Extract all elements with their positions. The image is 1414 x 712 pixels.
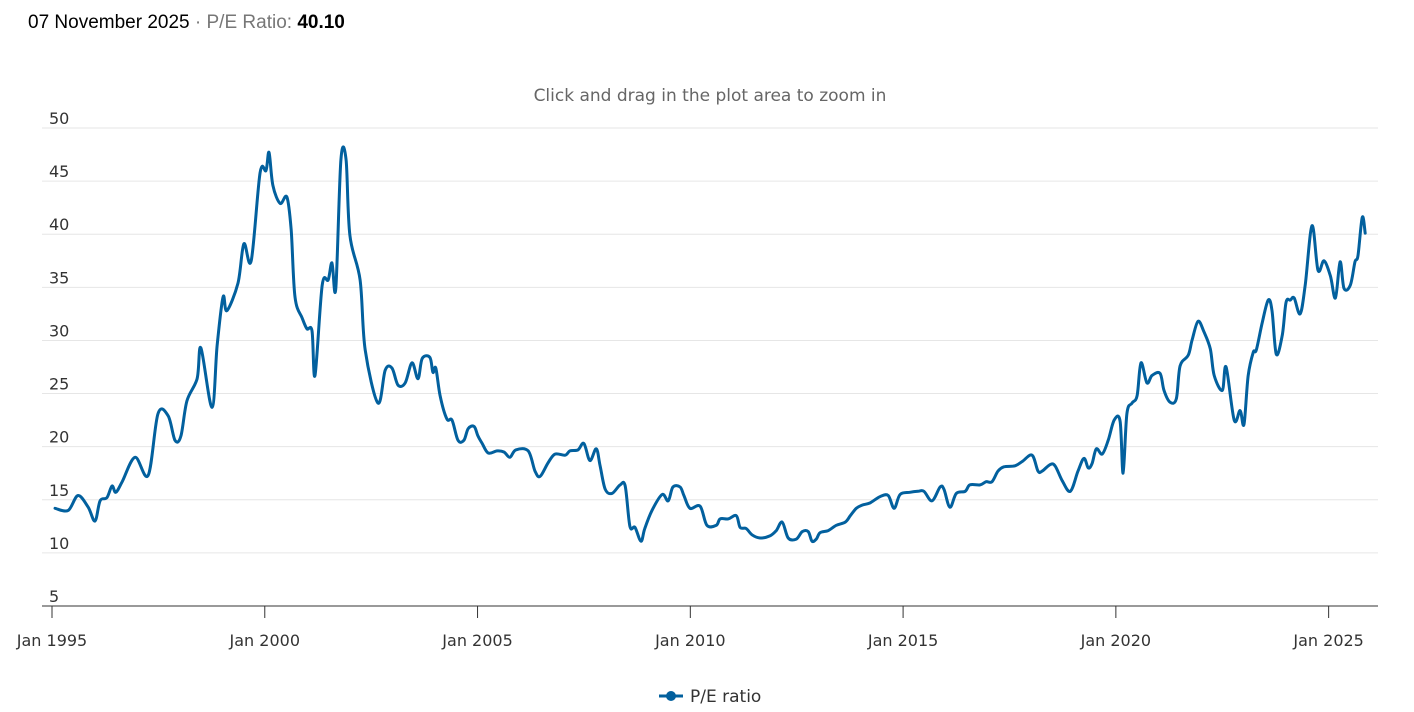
grid-lines bbox=[42, 127, 1378, 554]
y-tick-label-45: 45 bbox=[49, 162, 69, 181]
y-tick-label-50: 50 bbox=[49, 109, 69, 128]
y-tick-label-30: 30 bbox=[49, 321, 69, 340]
x-tick-label-2025: Jan 2025 bbox=[1292, 631, 1363, 650]
legend-dot-marker bbox=[666, 691, 676, 701]
header-metric-value: 40.10 bbox=[297, 12, 345, 33]
legend[interactable]: P/E ratio bbox=[659, 687, 761, 707]
header-readout: 07 November 2025 · P/E Ratio: 40.10 bbox=[28, 12, 345, 34]
y-tick-label-35: 35 bbox=[49, 268, 69, 287]
legend-label: P/E ratio bbox=[690, 687, 761, 707]
header-metric-label: P/E Ratio: bbox=[206, 12, 293, 33]
x-tick-label-2005: Jan 2005 bbox=[441, 631, 512, 650]
x-tick-label-2015: Jan 2015 bbox=[867, 631, 938, 650]
y-tick-label-40: 40 bbox=[49, 215, 69, 234]
header-separator: · bbox=[194, 12, 202, 33]
y-tick-label-15: 15 bbox=[49, 481, 69, 500]
x-tick-label-2020: Jan 2020 bbox=[1080, 631, 1151, 650]
x-axis: Jan 1995 Jan 2000 Jan 2005 Jan 2010 Jan 2015… bbox=[16, 605, 1378, 650]
x-tick-label-2000: Jan 2000 bbox=[229, 631, 300, 650]
header-date: 07 November 2025 bbox=[28, 12, 190, 33]
y-tick-label-10: 10 bbox=[49, 534, 69, 553]
y-tick-label-25: 25 bbox=[49, 375, 69, 394]
series-line-pe-ratio[interactable] bbox=[53, 145, 1367, 544]
zoom-hint: Click and drag in the plot area to zoom … bbox=[534, 86, 887, 106]
y-tick-label-5: 5 bbox=[49, 587, 59, 606]
x-tick-label-2010: Jan 2010 bbox=[654, 631, 725, 650]
x-tick-label-1995: Jan 1995 bbox=[16, 631, 87, 650]
y-tick-label-20: 20 bbox=[49, 428, 69, 447]
y-axis: 5 10 15 20 25 30 35 40 45 50 bbox=[49, 109, 69, 606]
